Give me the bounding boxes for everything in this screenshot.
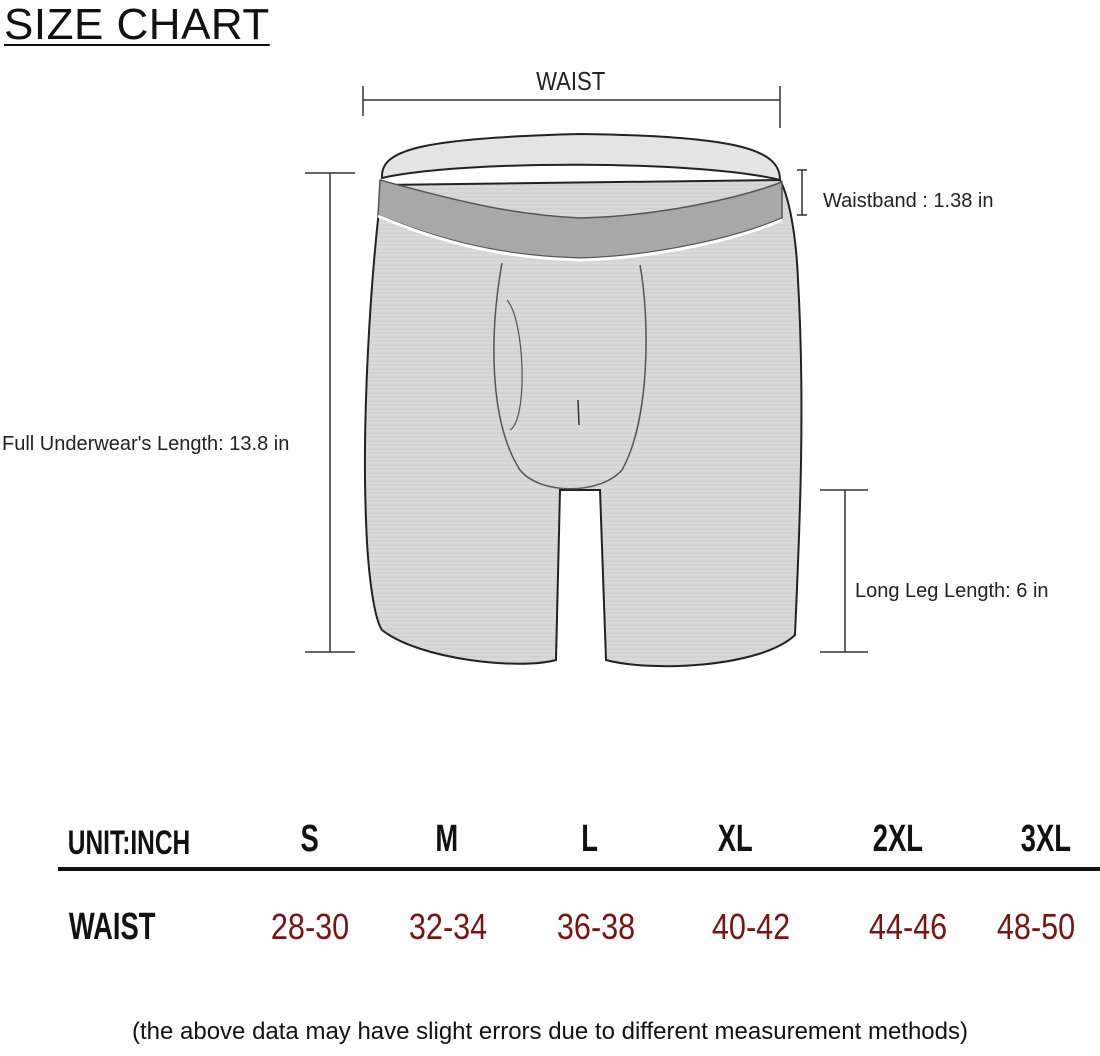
page-title: SIZE CHART — [4, 0, 270, 49]
waist-value-m: 32-34 — [408, 906, 488, 947]
size-header-m: M — [435, 818, 459, 860]
leg-length-dimension-line — [820, 489, 868, 653]
full-length-dimension-line — [305, 172, 355, 653]
measurement-note: (the above data may have slight errors d… — [131, 1018, 968, 1045]
table-divider — [58, 867, 1100, 871]
size-header-2xl: 2XL — [872, 818, 924, 860]
waistband — [377, 179, 783, 259]
waist-value-3xl: 48-50 — [996, 906, 1076, 947]
size-header-3xl: 3XL — [1020, 818, 1072, 860]
boxer-brief-illustration — [305, 86, 868, 668]
size-header-xl: XL — [717, 818, 753, 860]
waist-value-l: 36-38 — [556, 906, 636, 947]
row-label-waist: WAIST — [68, 906, 156, 948]
waist-value-2xl: 44-46 — [868, 906, 948, 947]
size-header-s: S — [300, 818, 320, 860]
leg-length-label: Long Leg Length: 6 in — [855, 580, 1049, 602]
unit-label: UNIT:INCH — [67, 824, 191, 862]
waist-label: WAIST — [536, 66, 606, 96]
boxer-body — [363, 178, 803, 668]
size-header-l: L — [581, 818, 599, 860]
waistband-label: Waistband : 1.38 in — [823, 190, 994, 212]
waist-value-xl: 40-42 — [711, 906, 791, 947]
full-length-label: Full Underwear's Length: 13.8 in — [2, 433, 290, 455]
waist-dimension-line — [362, 86, 781, 128]
waistband-dimension-line — [797, 169, 807, 216]
waist-value-s: 28-30 — [270, 906, 350, 947]
